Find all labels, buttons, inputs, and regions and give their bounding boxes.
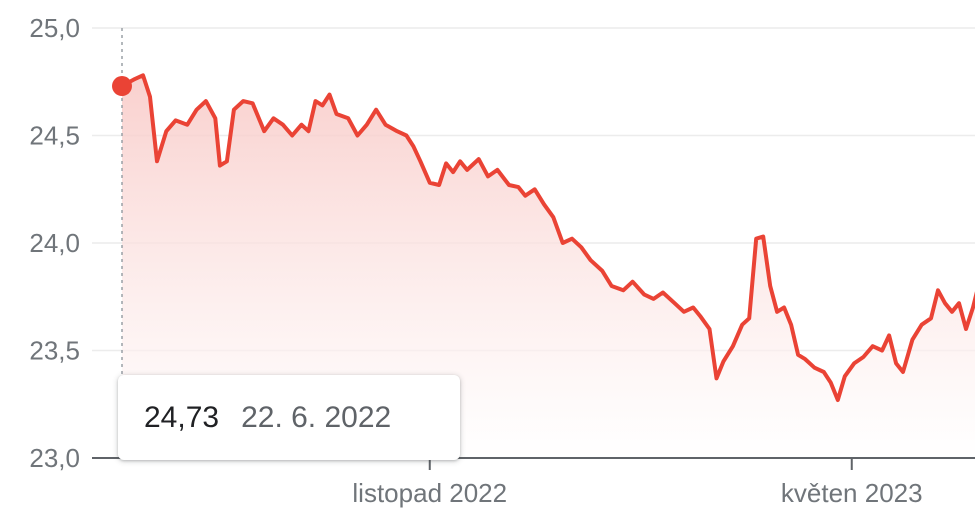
price-area-fill [122,75,975,458]
tooltip-value: 24,73 [144,400,220,434]
y-axis-ticks: 25,0 24,5 24,0 23,5 23,0 [29,13,80,473]
hover-tooltip: 24,73 22. 6. 2022 [118,375,460,460]
tooltip-date: 22. 6. 2022 [241,400,392,434]
x-tick-label[interactable]: listopad 2022 [352,478,507,508]
x-tick-label[interactable]: květen 2023 [781,478,923,508]
y-tick-label: 25,0 [29,13,80,43]
y-tick-label: 23,5 [29,336,80,366]
y-tick-label: 23,0 [29,443,80,473]
x-axis-ticks[interactable]: listopad 2022 květen 2023 [352,458,923,508]
y-tick-label: 24,0 [29,228,80,258]
y-tick-label: 24,5 [29,121,80,151]
price-line[interactable] [120,73,975,402]
hover-marker[interactable] [112,76,132,97]
